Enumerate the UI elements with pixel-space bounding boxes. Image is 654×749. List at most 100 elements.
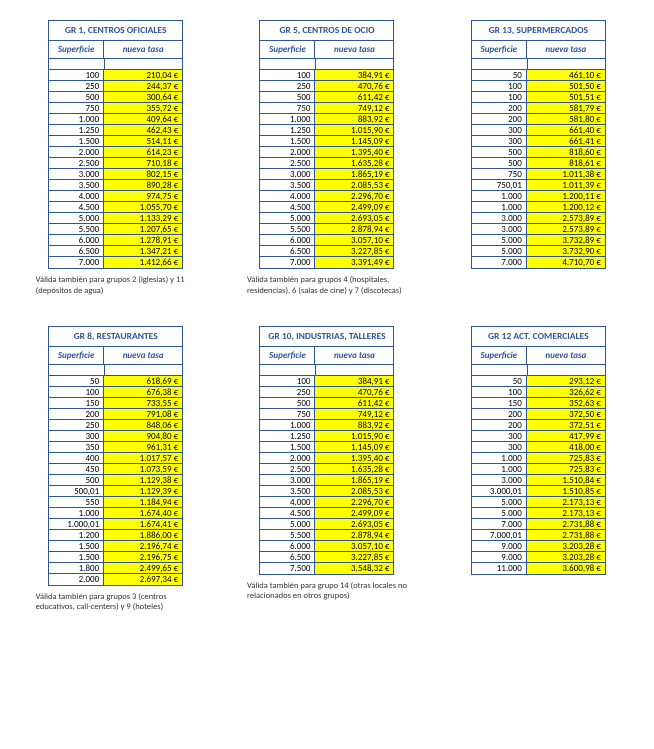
cell-superficie: 100 xyxy=(260,376,315,387)
table-title: GR 10, INDUSTRIAS, TALLERES xyxy=(260,327,393,347)
cell-tasa: 3.057,10 € xyxy=(315,541,393,552)
table-row: 6.5001.347,21 € xyxy=(49,246,182,257)
table-footnote: Válida también para grupos 3 (centros ed… xyxy=(36,592,196,612)
table-row: 350961,31 € xyxy=(49,442,182,453)
table-row: 750749,12 € xyxy=(260,409,393,420)
cell-superficie: 100 xyxy=(472,92,527,103)
cell-tasa: 3.227,85 € xyxy=(315,246,393,257)
cell-tasa: 2.693,05 € xyxy=(315,213,393,224)
table-row: 5.5002.878,94 € xyxy=(260,224,393,235)
table-row: 100326,62 € xyxy=(472,387,605,398)
cell-tasa: 1.886,00 € xyxy=(104,530,182,541)
table-row: 6.5003.227,85 € xyxy=(260,246,393,257)
cell-superficie: 9.000 xyxy=(472,552,527,563)
cell-superficie: 1.000,01 xyxy=(49,519,104,530)
cell-superficie: 1.000 xyxy=(260,114,315,125)
table-row: 100384,91 € xyxy=(260,376,393,387)
table-row: 3.5002.085,53 € xyxy=(260,180,393,191)
cell-superficie: 6.000 xyxy=(260,541,315,552)
table-rows: 50618,69 €100676,38 €150733,55 €200791,0… xyxy=(49,376,182,585)
table-row: 300417,99 € xyxy=(472,431,605,442)
table-row: 1.2501.015,90 € xyxy=(260,431,393,442)
cell-superficie: 450 xyxy=(49,464,104,475)
cell-superficie: 2.000 xyxy=(260,453,315,464)
table-row: 4.5002.499,09 € xyxy=(260,202,393,213)
cell-superficie: 3.500 xyxy=(49,180,104,191)
table-row: 100384,91 € xyxy=(260,70,393,81)
table-title: GR 13, SUPERMERCADOS xyxy=(472,21,605,41)
cell-tasa: 1.017,57 € xyxy=(104,453,182,464)
table-row: 7.0002.731,88 € xyxy=(472,519,605,530)
table-block: GR 1, CENTROS OFICIALESSuperficienueva t… xyxy=(30,20,201,296)
cell-superficie: 150 xyxy=(472,398,527,409)
table-rows: 50293,12 €100326,62 €150352,63 €200372,5… xyxy=(472,376,605,574)
cell-tasa: 618,69 € xyxy=(104,376,182,387)
table-panel: GR 12 ACT. COMERCIALESSuperficienueva ta… xyxy=(471,326,606,575)
table-row: 150733,55 € xyxy=(49,398,182,409)
cell-tasa: 661,40 € xyxy=(527,125,605,136)
cell-tasa: 244,37 € xyxy=(104,81,182,92)
table-row: 500818,61 € xyxy=(472,158,605,169)
cell-tasa: 3.732,90 € xyxy=(527,246,605,257)
table-row: 200581,79 € xyxy=(472,103,605,114)
cell-superficie: 3.000 xyxy=(260,475,315,486)
table-row: 750,011.011,39 € xyxy=(472,180,605,191)
table-row: 750355,72 € xyxy=(49,103,182,114)
table-row: 4.0002.296,70 € xyxy=(260,191,393,202)
table-row: 250470,76 € xyxy=(260,81,393,92)
cell-superficie: 1.000 xyxy=(472,202,527,213)
cell-tasa: 614,23 € xyxy=(104,147,182,158)
column-headers: Superficienueva tasa xyxy=(49,347,182,365)
cell-tasa: 417,99 € xyxy=(527,431,605,442)
cell-superficie: 100 xyxy=(260,70,315,81)
table-row: 50618,69 € xyxy=(49,376,182,387)
header-tasa: nueva tasa xyxy=(527,41,605,58)
table-footnote: Válida también para grupos 4 (hospitales… xyxy=(247,275,407,295)
table-row: 250848,06 € xyxy=(49,420,182,431)
table-rows: 100384,91 €250470,76 €500611,42 €750749,… xyxy=(260,376,393,574)
table-row: 500611,42 € xyxy=(260,92,393,103)
cell-tasa: 1.510,84 € xyxy=(527,475,605,486)
cell-tasa: 1.510,85 € xyxy=(527,486,605,497)
cell-tasa: 2.693,05 € xyxy=(315,519,393,530)
table-row: 4.5002.499,09 € xyxy=(260,508,393,519)
table-row: 300661,41 € xyxy=(472,136,605,147)
table-row: 5.0001.133,29 € xyxy=(49,213,182,224)
cell-superficie: 500,01 xyxy=(49,486,104,497)
cell-superficie: 7.000 xyxy=(260,257,315,268)
cell-superficie: 5.000 xyxy=(472,235,527,246)
cell-superficie: 7.000 xyxy=(49,257,104,268)
cell-tasa: 1.055,70 € xyxy=(104,202,182,213)
cell-superficie: 750 xyxy=(472,169,527,180)
cell-tasa: 3.391,49 € xyxy=(315,257,393,268)
cell-superficie: 500 xyxy=(49,475,104,486)
table-panel: GR 10, INDUSTRIAS, TALLERESSuperficienue… xyxy=(259,326,394,575)
table-row: 500,011.129,39 € xyxy=(49,486,182,497)
table-row: 2.5001.635,28 € xyxy=(260,158,393,169)
cell-superficie: 2.500 xyxy=(260,464,315,475)
cell-tasa: 384,91 € xyxy=(315,70,393,81)
cell-tasa: 725,83 € xyxy=(527,453,605,464)
cell-superficie: 5.000 xyxy=(472,497,527,508)
header-tasa: nueva tasa xyxy=(315,347,393,364)
table-block: GR 8, RESTAURANTESSuperficienueva tasa50… xyxy=(30,326,201,613)
cell-superficie: 750 xyxy=(49,103,104,114)
cell-superficie: 2.500 xyxy=(260,158,315,169)
cell-tasa: 1.145,09 € xyxy=(315,136,393,147)
cell-tasa: 581,79 € xyxy=(527,103,605,114)
cell-tasa: 733,55 € xyxy=(104,398,182,409)
table-title: GR 1, CENTROS OFICIALES xyxy=(49,21,182,41)
cell-superficie: 2.000 xyxy=(49,147,104,158)
table-row: 3.000802,15 € xyxy=(49,169,182,180)
table-row: 50293,12 € xyxy=(472,376,605,387)
cell-superficie: 100 xyxy=(472,387,527,398)
cell-superficie: 400 xyxy=(49,453,104,464)
header-superficie: Superficie xyxy=(260,41,315,58)
table-row: 1.2001.886,00 € xyxy=(49,530,182,541)
cell-superficie: 750,01 xyxy=(472,180,527,191)
cell-tasa: 1.395,40 € xyxy=(315,147,393,158)
cell-tasa: 661,41 € xyxy=(527,136,605,147)
cell-tasa: 749,12 € xyxy=(315,409,393,420)
table-row: 1.5002.196,75 € xyxy=(49,552,182,563)
cell-tasa: 3.203,28 € xyxy=(527,541,605,552)
